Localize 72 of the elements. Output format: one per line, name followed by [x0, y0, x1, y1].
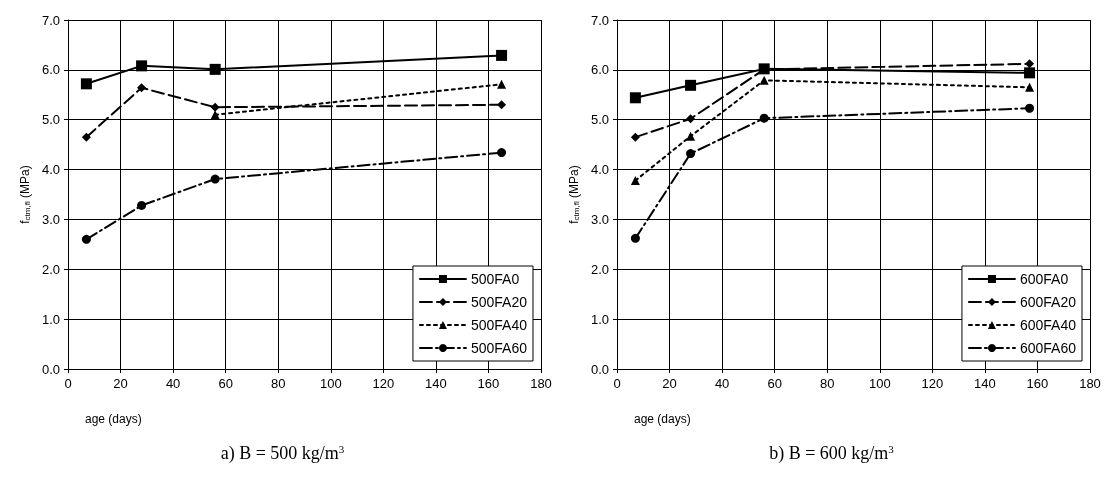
point — [1025, 103, 1035, 113]
x-tick-label: 80 — [819, 376, 835, 391]
point — [685, 79, 697, 91]
point — [81, 132, 91, 142]
x-tick-label: 60 — [218, 376, 233, 391]
point — [630, 132, 640, 142]
x-tick-label: 60 — [767, 376, 782, 391]
legend-label: 600FA0 — [1019, 271, 1069, 287]
legend-label: 600FA60 — [1019, 340, 1077, 356]
point — [686, 114, 696, 124]
y-tick-label: 7.0 — [590, 12, 609, 28]
point — [759, 75, 769, 85]
point — [1024, 67, 1036, 79]
x-tick-label: 140 — [425, 376, 447, 391]
x-tick-label: 120 — [921, 376, 944, 391]
y-tick-label: 6.0 — [41, 62, 60, 78]
y-tick-label: 7.0 — [41, 12, 60, 28]
y-tick-label: 3.0 — [41, 211, 60, 227]
point — [137, 83, 147, 93]
point — [209, 63, 221, 75]
point — [1025, 82, 1035, 92]
point — [136, 60, 148, 72]
x-tick-label: 180 — [530, 376, 552, 391]
point — [497, 100, 507, 110]
point — [630, 233, 640, 243]
point — [210, 174, 220, 184]
legend-label: 500FA40 — [470, 317, 528, 333]
point — [81, 234, 91, 244]
point — [1025, 59, 1035, 69]
y-tick-label: 2.0 — [41, 261, 60, 277]
x-axis-title: age (days) — [85, 412, 142, 426]
y-tick-label: 5.0 — [590, 112, 609, 128]
point — [686, 131, 696, 141]
x-tick-label: 0 — [64, 376, 72, 391]
y-tick-label: 4.0 — [41, 162, 60, 178]
y-tick-label: 0.0 — [590, 361, 609, 377]
x-tick-label: 160 — [1026, 376, 1049, 391]
x-axis-title: age (days) — [634, 412, 691, 426]
x-tick-label: 80 — [270, 376, 286, 391]
legend-label: 600FA20 — [1019, 294, 1077, 310]
x-tick-label: 100 — [868, 376, 891, 391]
legend-label: 500FA0 — [470, 271, 520, 287]
point — [686, 149, 696, 159]
x-tick-label: 160 — [477, 376, 500, 391]
y-tick-label: 3.0 — [590, 211, 609, 227]
point — [497, 148, 507, 158]
x-tick-label: 180 — [1079, 376, 1101, 391]
x-tick-label: 140 — [974, 376, 996, 391]
legend-label: 500FA20 — [470, 294, 528, 310]
x-tick-label: 0 — [613, 376, 621, 391]
x-tick-label: 40 — [165, 376, 181, 391]
point — [80, 78, 92, 90]
y-tick-label: 2.0 — [590, 261, 609, 277]
point — [137, 200, 147, 210]
y-tick-label: 1.0 — [41, 311, 60, 327]
x-tick-label: 100 — [319, 376, 342, 391]
point — [759, 113, 769, 123]
y-tick-label: 5.0 — [41, 112, 60, 128]
x-tick-label: 20 — [113, 376, 128, 391]
legend-label: 500FA60 — [470, 340, 528, 356]
x-tick-label: 120 — [372, 376, 395, 391]
legend-label: 600FA40 — [1019, 317, 1077, 333]
y-tick-label: 0.0 — [41, 361, 60, 377]
x-tick-label: 20 — [662, 376, 677, 391]
y-tick-label: 6.0 — [590, 62, 609, 78]
point — [630, 176, 640, 186]
point — [629, 92, 641, 104]
point — [210, 102, 220, 112]
y-tick-label: 4.0 — [590, 162, 609, 178]
point — [496, 49, 508, 61]
y-tick-label: 1.0 — [590, 311, 609, 327]
x-tick-label: 40 — [714, 376, 730, 391]
